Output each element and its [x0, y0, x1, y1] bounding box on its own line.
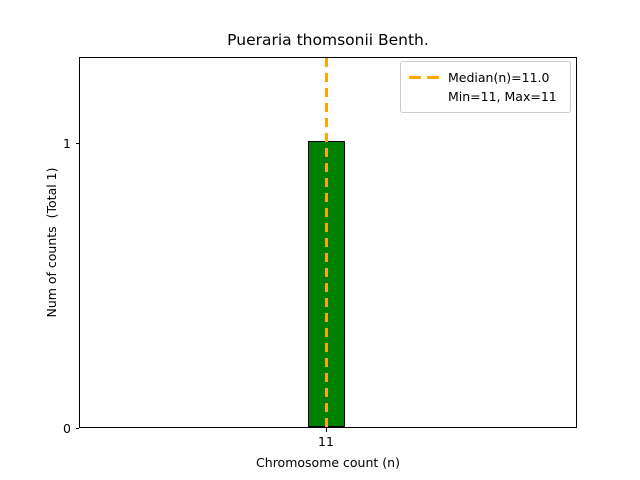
ytick-mark-1	[75, 142, 79, 144]
dashed-line-icon	[408, 68, 442, 87]
plot-area	[79, 57, 577, 428]
legend-entry-minmax: Min=11, Max=11	[408, 87, 562, 106]
legend: Median(n)=11.0 Min=11, Max=11	[400, 61, 571, 113]
x-axis-label: Chromosome count (n)	[256, 455, 400, 470]
legend-label-minmax: Min=11, Max=11	[448, 89, 557, 104]
xtick-mark-11	[326, 428, 328, 432]
y-axis-label: Num of counts (Total 1)	[44, 167, 59, 318]
ytick-mark-0	[75, 427, 79, 429]
ytick-label-0: 0	[63, 421, 71, 436]
xtick-label-11: 11	[318, 434, 334, 449]
median-line	[325, 58, 328, 427]
chart-title: Pueraria thomsonii Benth.	[227, 31, 429, 49]
legend-entry-median: Median(n)=11.0	[408, 68, 562, 87]
legend-label-median: Median(n)=11.0	[448, 70, 550, 85]
ytick-label-1: 1	[63, 136, 71, 151]
